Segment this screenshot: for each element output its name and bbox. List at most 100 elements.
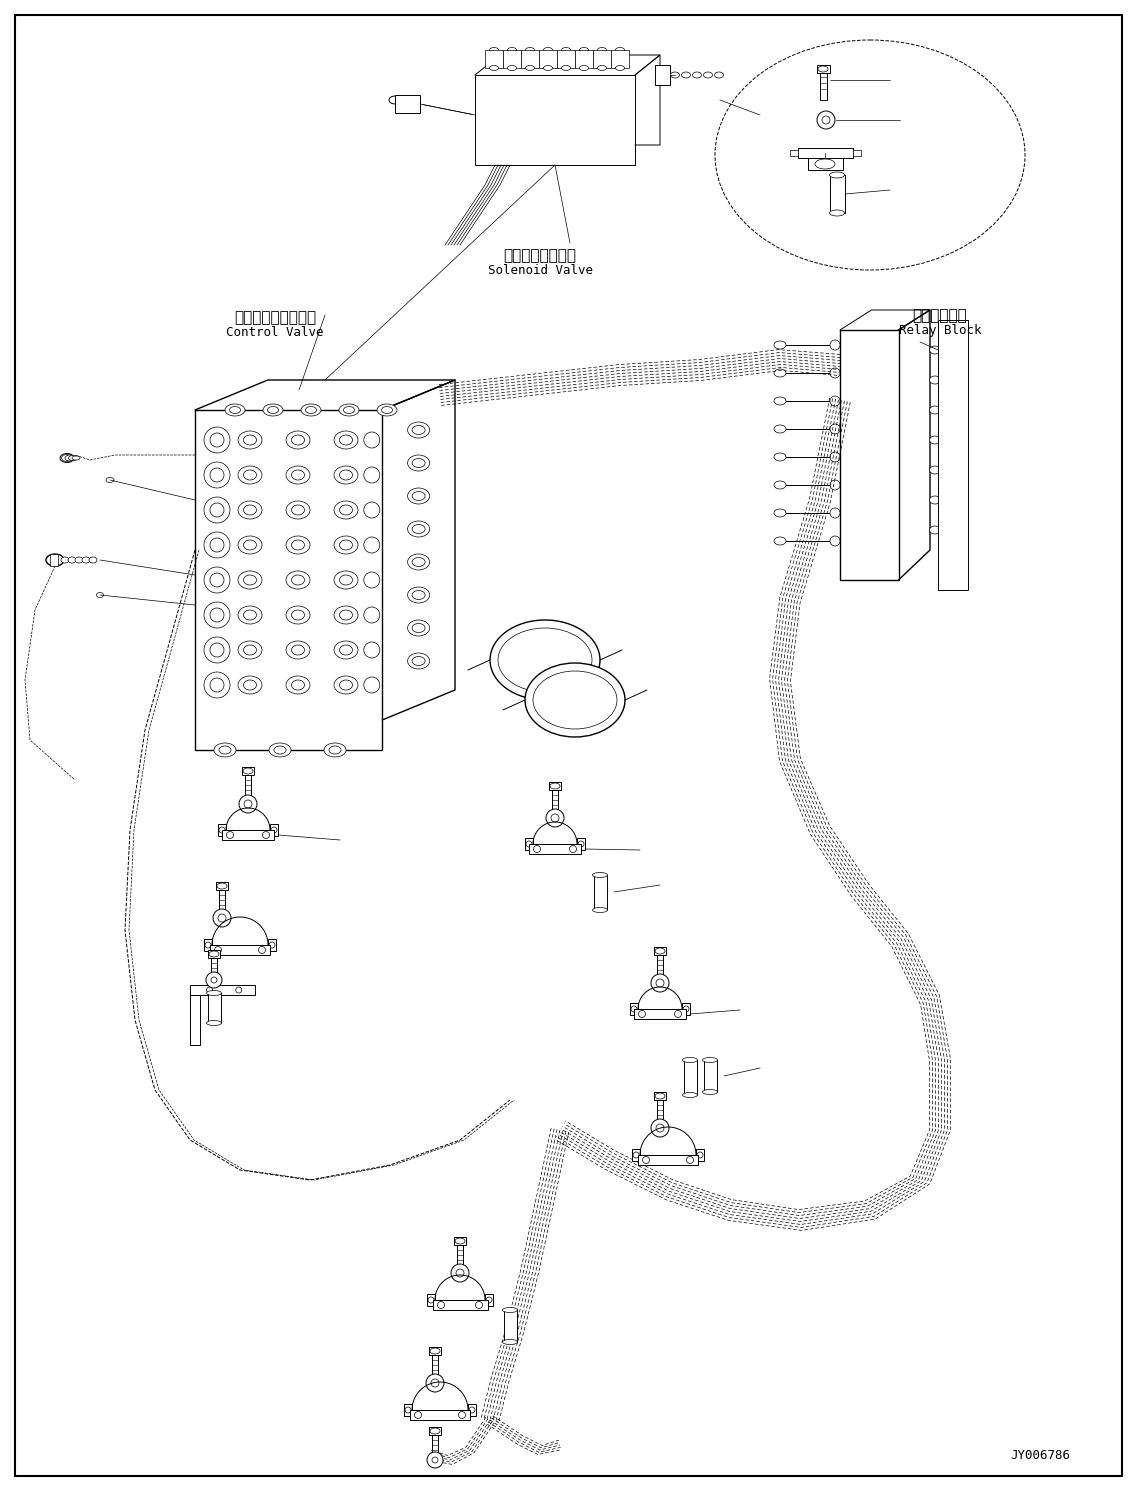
Bar xyxy=(190,986,255,994)
Circle shape xyxy=(205,942,211,948)
Ellipse shape xyxy=(339,404,359,416)
Ellipse shape xyxy=(217,883,227,889)
Bar xyxy=(410,1410,470,1419)
Ellipse shape xyxy=(219,746,231,754)
Ellipse shape xyxy=(301,404,321,416)
Circle shape xyxy=(364,573,380,587)
Circle shape xyxy=(687,1157,694,1163)
Ellipse shape xyxy=(412,590,425,599)
Circle shape xyxy=(210,432,224,447)
Ellipse shape xyxy=(412,459,425,468)
Circle shape xyxy=(213,910,231,927)
Ellipse shape xyxy=(412,623,425,632)
Ellipse shape xyxy=(243,680,257,690)
Ellipse shape xyxy=(407,587,430,602)
Ellipse shape xyxy=(671,72,680,78)
Circle shape xyxy=(204,532,230,558)
Ellipse shape xyxy=(61,455,73,462)
Ellipse shape xyxy=(329,746,341,754)
Ellipse shape xyxy=(930,467,940,474)
Ellipse shape xyxy=(287,641,310,659)
Ellipse shape xyxy=(715,40,1024,270)
Circle shape xyxy=(258,947,266,954)
Ellipse shape xyxy=(412,525,425,534)
Ellipse shape xyxy=(507,66,516,70)
Ellipse shape xyxy=(334,431,358,449)
Circle shape xyxy=(244,801,252,808)
Text: 中継ブロック: 中継ブロック xyxy=(913,309,968,324)
Ellipse shape xyxy=(243,610,257,620)
Ellipse shape xyxy=(334,675,358,693)
Bar xyxy=(820,66,827,100)
Ellipse shape xyxy=(930,435,940,444)
Bar xyxy=(242,766,254,775)
Circle shape xyxy=(204,602,230,628)
Circle shape xyxy=(456,1269,464,1276)
Ellipse shape xyxy=(274,746,287,754)
Bar xyxy=(268,939,276,951)
Ellipse shape xyxy=(525,66,534,70)
Ellipse shape xyxy=(407,555,430,570)
Ellipse shape xyxy=(68,558,76,564)
Bar xyxy=(485,51,503,69)
Ellipse shape xyxy=(243,470,257,480)
Circle shape xyxy=(210,502,224,517)
Ellipse shape xyxy=(291,435,305,444)
Circle shape xyxy=(451,1264,468,1282)
Ellipse shape xyxy=(75,558,83,564)
Circle shape xyxy=(458,1412,465,1418)
Ellipse shape xyxy=(287,605,310,625)
Ellipse shape xyxy=(714,72,723,78)
Circle shape xyxy=(438,1302,445,1309)
Ellipse shape xyxy=(592,872,607,878)
Ellipse shape xyxy=(455,1238,465,1243)
Ellipse shape xyxy=(412,656,425,665)
Ellipse shape xyxy=(340,540,352,550)
Circle shape xyxy=(633,1153,639,1159)
Text: コントロールバルブ: コントロールバルブ xyxy=(234,310,316,325)
Ellipse shape xyxy=(287,467,310,485)
Ellipse shape xyxy=(340,680,352,690)
Ellipse shape xyxy=(407,520,430,537)
Circle shape xyxy=(426,1375,445,1393)
Ellipse shape xyxy=(682,1057,697,1063)
Circle shape xyxy=(206,972,222,989)
Ellipse shape xyxy=(615,48,624,52)
Bar xyxy=(211,959,217,978)
Circle shape xyxy=(830,368,840,379)
Bar xyxy=(521,51,539,69)
Ellipse shape xyxy=(334,641,358,659)
Ellipse shape xyxy=(930,526,940,534)
Ellipse shape xyxy=(340,505,352,514)
Ellipse shape xyxy=(243,768,254,774)
Bar xyxy=(818,66,830,73)
Ellipse shape xyxy=(238,431,262,449)
Bar xyxy=(790,151,798,157)
Bar xyxy=(468,1405,476,1416)
Bar xyxy=(682,1003,690,1015)
Bar xyxy=(798,148,853,158)
Ellipse shape xyxy=(490,66,498,70)
Ellipse shape xyxy=(774,341,786,349)
Ellipse shape xyxy=(598,66,606,70)
Ellipse shape xyxy=(207,1020,222,1026)
Text: Relay Block: Relay Block xyxy=(898,324,981,337)
Circle shape xyxy=(364,537,380,553)
Bar xyxy=(219,890,225,912)
Circle shape xyxy=(830,452,840,462)
Ellipse shape xyxy=(412,492,425,501)
Circle shape xyxy=(468,1408,475,1413)
Ellipse shape xyxy=(580,66,589,70)
Circle shape xyxy=(652,974,669,992)
Circle shape xyxy=(239,795,257,813)
Ellipse shape xyxy=(238,501,262,519)
Text: JY006786: JY006786 xyxy=(1010,1449,1070,1463)
Bar xyxy=(655,66,670,85)
Ellipse shape xyxy=(562,66,571,70)
Ellipse shape xyxy=(97,592,103,598)
Ellipse shape xyxy=(490,620,600,699)
Bar xyxy=(428,1294,435,1306)
Ellipse shape xyxy=(503,1308,517,1312)
Ellipse shape xyxy=(340,470,352,480)
Ellipse shape xyxy=(930,376,940,385)
